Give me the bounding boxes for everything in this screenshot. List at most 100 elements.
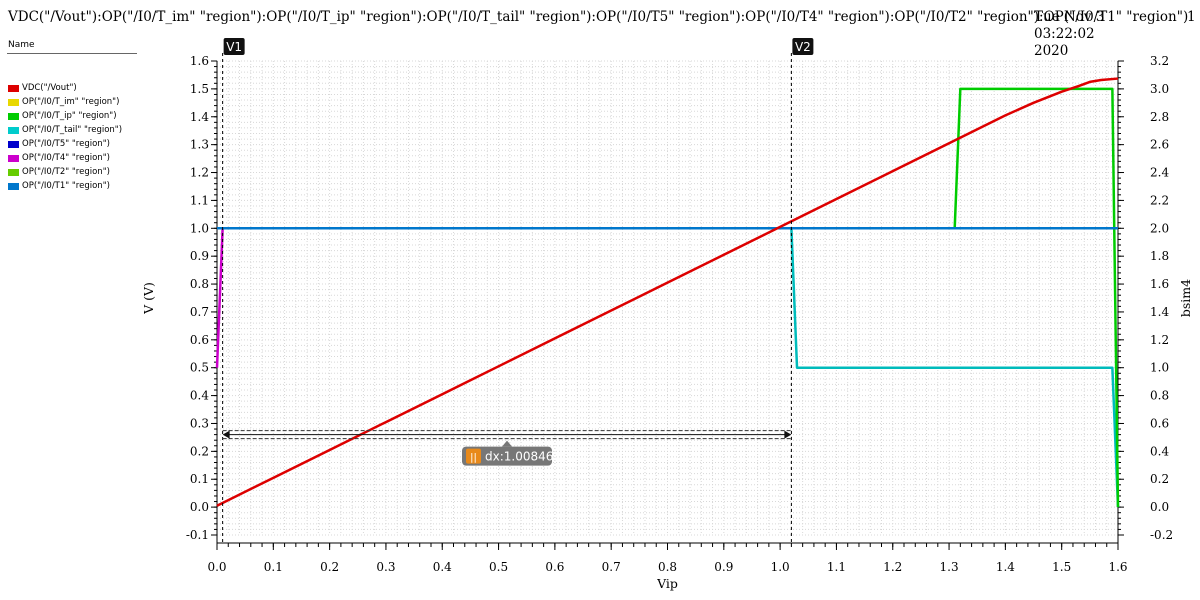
legend-item[interactable]: OP("/I0/T5" "region") xyxy=(8,137,122,151)
y-tick-label: 0.8 xyxy=(190,277,209,291)
legend: VDC("/Vout") OP("/I0/T_im" "region") OP("/… xyxy=(8,81,122,193)
x-tick-label: 1.1 xyxy=(827,560,846,574)
legend-item[interactable]: OP("/I0/T4" "region") xyxy=(8,151,122,165)
y-tick-label: 0.0 xyxy=(190,500,209,514)
y-tick-label: 1.2 xyxy=(190,166,209,180)
legend-swatch xyxy=(8,84,19,92)
y-tick-label: 0.5 xyxy=(190,361,209,375)
y2-tick-label: 2.8 xyxy=(1150,110,1169,124)
y2-axis-label: bsim4 xyxy=(1178,279,1193,317)
timestamp-line2: 2020 xyxy=(1034,43,1069,59)
x-tick-label: 0.3 xyxy=(376,560,395,574)
legend-label: OP("/I0/T_tail" "region") xyxy=(22,125,123,135)
marker-badge xyxy=(223,38,245,55)
y-tick-label: 0.9 xyxy=(190,249,209,263)
y2-tick-label: 1.8 xyxy=(1150,249,1169,263)
marker-label: V2 xyxy=(795,40,811,54)
y-tick-label: 0.4 xyxy=(190,389,209,403)
legend-swatch xyxy=(8,126,19,134)
y2-tick-label: 0.8 xyxy=(1150,389,1169,403)
series-line xyxy=(216,77,1119,507)
delta-callout-icon-glyph: || xyxy=(470,453,477,464)
legend-label: OP("/I0/T_im" "region") xyxy=(22,97,120,107)
y-tick-label: 1.1 xyxy=(190,193,209,207)
legend-label: OP("/I0/T1" "region") xyxy=(22,181,110,191)
delta-callout xyxy=(462,446,553,466)
legend-swatch xyxy=(8,182,19,190)
y2-tick-label: 1.6 xyxy=(1150,277,1169,291)
legend-item[interactable]: OP("/I0/T_im" "region") xyxy=(8,95,122,109)
legend-heading: Name xyxy=(8,40,35,50)
x-tick-label: 1.6 xyxy=(1108,560,1127,574)
y2-tick-label: 2.0 xyxy=(1150,221,1169,235)
y-tick-label: 0.1 xyxy=(190,472,209,486)
legend-swatch xyxy=(8,140,19,148)
x-tick-label: 1.0 xyxy=(771,560,790,574)
x-tick-label: 0.8 xyxy=(658,560,677,574)
marker-badge xyxy=(792,38,814,55)
legend-item[interactable]: VDC("/Vout") xyxy=(8,81,122,95)
y2-tick-label: 0.4 xyxy=(1150,444,1169,458)
y2-tick-label: 2.6 xyxy=(1150,138,1169,152)
y2-tick-label: 1.4 xyxy=(1150,305,1169,319)
legend-swatch xyxy=(8,154,19,162)
legend-label: OP("/I0/T5" "region") xyxy=(22,139,110,149)
legend-label: OP("/I0/T_ip" "region") xyxy=(22,111,117,121)
legend-label: OP("/I0/T4" "region") xyxy=(22,153,110,163)
y-tick-label: 0.7 xyxy=(190,305,209,319)
legend-swatch xyxy=(8,112,19,120)
y-tick-label: 0.2 xyxy=(190,444,209,458)
y-tick-label: 1.5 xyxy=(190,82,209,96)
y-tick-label: 1.6 xyxy=(190,54,209,68)
y2-tick-label: 3.2 xyxy=(1150,54,1169,68)
legend-item[interactable]: OP("/I0/T1" "region") xyxy=(8,179,122,193)
y-tick-label: 0.3 xyxy=(190,416,209,430)
y-tick-label: 1.0 xyxy=(190,221,209,235)
timestamp-line1: Tue Nov 3 03:22:02 xyxy=(1034,9,1105,42)
delta-arrow-right xyxy=(784,430,792,439)
timestamp: Tue Nov 3 03:22:02 2020 xyxy=(1034,9,1144,60)
y2-tick-label: 2.4 xyxy=(1150,166,1169,180)
delta-arrow-left xyxy=(222,430,230,439)
x-tick-label: 0.5 xyxy=(489,560,508,574)
x-tick-label: 1.5 xyxy=(1052,560,1071,574)
x-tick-label: 0.2 xyxy=(320,560,339,574)
delta-label: dx:1.00846 xyxy=(485,450,553,464)
legend-label: VDC("/Vout") xyxy=(22,83,77,93)
y2-tick-label: 0.2 xyxy=(1150,472,1169,486)
legend-item[interactable]: OP("/I0/T_tail" "region") xyxy=(8,123,122,137)
x-tick-label: 0.1 xyxy=(264,560,283,574)
x-tick-label: 0.0 xyxy=(207,560,226,574)
legend-item[interactable]: OP("/I0/T_ip" "region") xyxy=(8,109,122,123)
y-tick-label: 0.6 xyxy=(190,333,209,347)
delta-callout-icon xyxy=(466,448,482,464)
x-axis-label: Vip xyxy=(656,576,678,591)
delta-callout-pointer xyxy=(502,440,513,447)
x-tick-label: 1.4 xyxy=(996,560,1015,574)
y-axis-label: V (V) xyxy=(141,282,156,315)
x-tick-label: 1.2 xyxy=(883,560,902,574)
y2-tick-label: 2.2 xyxy=(1150,193,1169,207)
page-number: 1 xyxy=(1187,9,1196,25)
y2-tick-label: 1.0 xyxy=(1150,361,1169,375)
legend-swatch xyxy=(8,98,19,106)
legend-label: OP("/I0/T2" "region") xyxy=(22,167,110,177)
y2-tick-label: 0.6 xyxy=(1150,416,1169,430)
y2-tick-label: -0.2 xyxy=(1150,528,1173,542)
y2-tick-label: 3.0 xyxy=(1150,82,1169,96)
legend-swatch xyxy=(8,168,19,176)
x-tick-label: 0.4 xyxy=(433,560,452,574)
y2-tick-label: 0.0 xyxy=(1150,500,1169,514)
x-tick-label: 1.3 xyxy=(940,560,959,574)
y2-tick-label: 1.2 xyxy=(1150,333,1169,347)
y-tick-label: 1.3 xyxy=(190,138,209,152)
legend-divider xyxy=(7,53,137,54)
marker-label: V1 xyxy=(226,40,242,54)
x-tick-label: 0.6 xyxy=(545,560,564,574)
y-tick-label: -0.1 xyxy=(186,528,209,542)
legend-item[interactable]: OP("/I0/T2" "region") xyxy=(8,165,122,179)
plot-title: VDC("/Vout"):OP("/I0/T_im" "region"):OP(… xyxy=(8,9,1189,25)
y-tick-label: 1.4 xyxy=(190,110,209,124)
x-tick-label: 0.7 xyxy=(602,560,621,574)
